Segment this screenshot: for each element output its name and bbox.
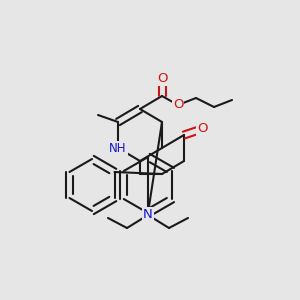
Text: O: O <box>173 98 183 112</box>
Text: N: N <box>143 208 153 221</box>
Text: NH: NH <box>109 142 127 154</box>
Text: O: O <box>157 71 167 85</box>
Text: O: O <box>197 122 207 136</box>
